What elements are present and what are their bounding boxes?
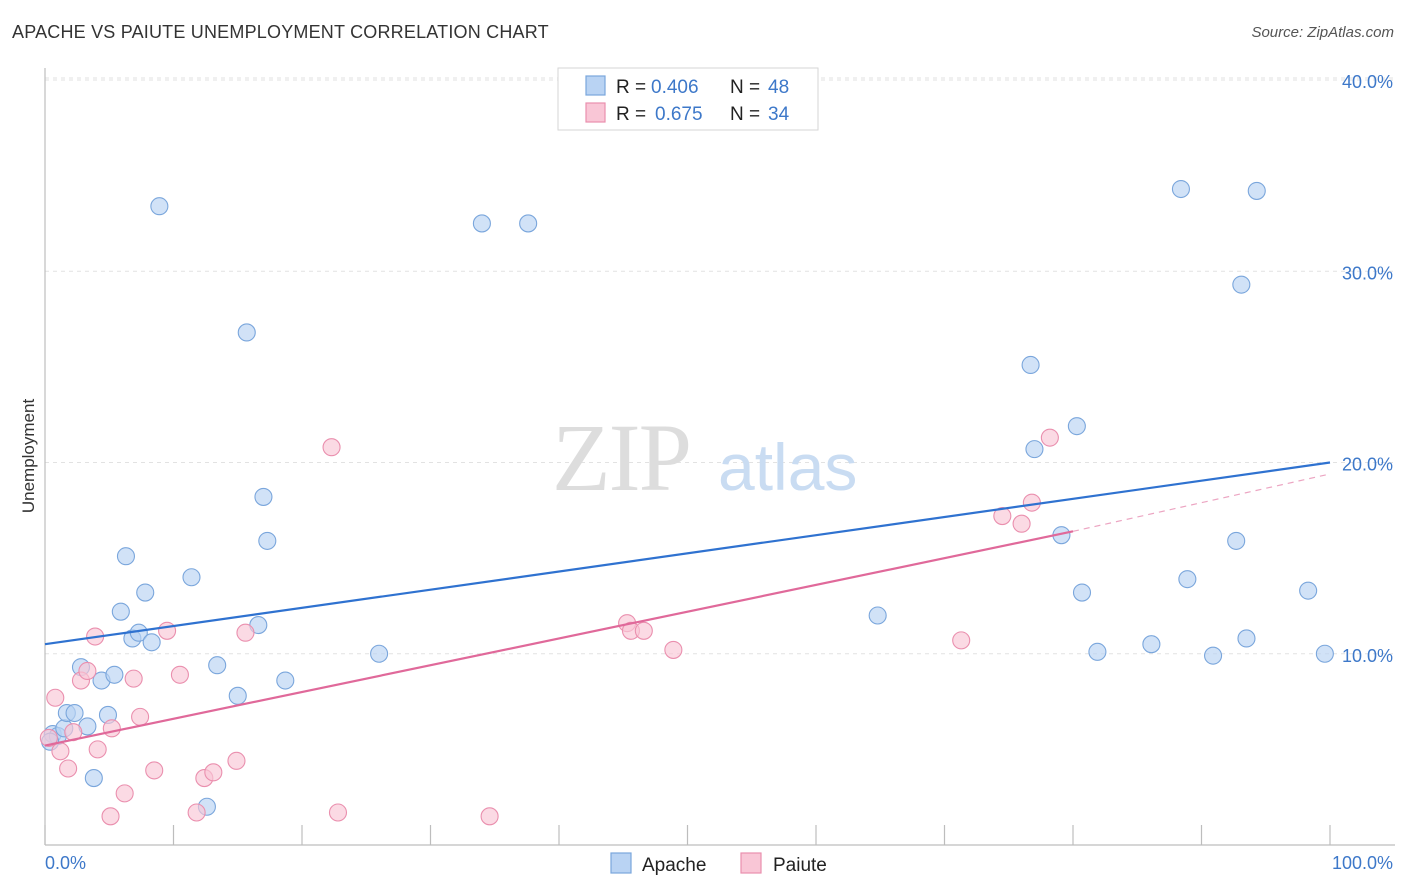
legend-apache-n-value: 48 [768,77,789,98]
paiute-point-13 [131,707,150,726]
paiute-point-14 [145,761,164,780]
watermark-atlas: atlas [718,430,857,504]
apache-point-22 [237,323,256,342]
paiute-point-30 [993,506,1012,526]
paiute-point-28 [664,640,683,659]
trend-lines [44,461,1331,747]
paiute-point-10 [102,719,121,738]
apache-point-18 [182,568,201,587]
bottom-legend-apache-label: Apache [642,855,706,876]
x-tick-label-0: 0.0% [45,853,86,873]
paiute-point-6 [78,661,97,681]
apache-point-7 [84,769,103,788]
apache-point-31 [1021,355,1040,375]
apache-point-25 [258,531,277,550]
paiute-point-15 [158,621,177,640]
paiute-point-1 [46,688,65,707]
paiute-point-17 [187,803,206,822]
grid-lines [45,77,1395,655]
x-tick-label-1: 100.0% [1332,853,1393,873]
apache-trend-line [44,461,1331,646]
paiute-point-32 [1022,493,1041,512]
apache-point-36 [1088,642,1107,661]
paiute-point-0 [39,728,58,747]
apache-point-26 [276,671,295,690]
apache-point-45 [1299,581,1318,600]
apache-point-40 [1204,646,1223,665]
apache-point-20 [208,656,227,675]
apache-point-11 [111,602,130,621]
apache-point-21 [228,686,247,705]
apache-point-4 [65,703,84,723]
source-label: Source: ZipAtlas.com [1251,24,1394,41]
legend-paiute-r-label: R = [616,104,646,125]
apache-point-32 [1025,440,1044,459]
apache-point-39 [1178,570,1197,589]
paiute-point-33 [1040,428,1059,447]
y-tick-label-3: 40.0% [1342,72,1393,92]
paiute-point-2 [51,742,70,761]
paiute-point-8 [88,740,107,759]
apache-point-30 [868,606,887,625]
apache-point-17 [150,197,169,216]
apache-point-12 [116,547,136,566]
paiute-point-24 [480,807,499,826]
y-tick-label-2: 30.0% [1342,263,1393,283]
apache-point-15 [136,583,155,602]
apache-point-46 [1315,644,1334,663]
paiute-point-31 [1012,514,1031,533]
legend-paiute-n-label: N = [730,104,760,125]
paiute-point-21 [236,623,255,642]
legend-apache-n-label: N = [730,77,760,98]
paiute-point-23 [328,803,348,822]
bottom-legend-paiute-label: Paiute [773,855,827,876]
apache-point-16 [142,633,161,652]
watermark-zip: ZIP [552,404,690,511]
apache-point-29 [519,214,538,233]
axes [44,68,1395,846]
apache-point-44 [1247,181,1266,200]
legend-paiute-swatch [585,102,606,123]
watermark: ZIP atlas [552,404,857,511]
tick-labels: 10.0% 20.0% 30.0% 40.0% 0.0% 100.0% [45,72,1393,873]
apache-point-38 [1171,179,1190,199]
apache-point-37 [1142,635,1161,654]
paiute-point-3 [59,759,78,778]
y-axis-title: Unemployment [19,399,38,514]
apache-point-24 [254,487,273,506]
paiute-point-22 [322,438,341,457]
paiute-point-20 [227,751,246,770]
apache-point-42 [1232,275,1251,294]
legend-apache-r-value: 0.406 [651,77,699,98]
apache-point-41 [1227,531,1246,550]
bottom-legend-apache-swatch [610,852,632,874]
paiute-point-29 [952,631,971,650]
bottom-legend-paiute-swatch [740,852,762,874]
paiute-point-16 [170,665,189,684]
apache-point-35 [1072,583,1092,602]
apache-point-28 [472,214,491,233]
legend: R = 0.406 N = 48 R = 0.675 N = 34 [557,67,819,131]
bottom-legend: Apache Paiute [610,852,827,876]
paiute-point-11 [115,784,134,803]
legend-paiute-r-value: 0.675 [655,104,703,125]
legend-apache-swatch [585,75,606,96]
apache-point-27 [370,644,389,663]
paiute-point-9 [101,807,120,826]
y-tick-label-0: 10.0% [1342,646,1393,666]
legend-paiute-n-value: 34 [768,104,790,125]
legend-apache-r-label: R = [616,77,646,98]
paiute-point-12 [124,669,143,688]
apache-point-34 [1067,417,1086,436]
apache-point-10 [105,665,124,684]
chart-title: APACHE VS PAIUTE UNEMPLOYMENT CORRELATIO… [12,22,549,42]
data-points [39,179,1334,826]
apache-point-43 [1237,629,1256,648]
paiute-point-19 [204,763,223,782]
paiute-point-27 [634,621,653,640]
y-tick-label-1: 20.0% [1342,455,1393,475]
paiute-trend-extension [1072,473,1331,532]
paiute-trend-line [44,530,1074,747]
